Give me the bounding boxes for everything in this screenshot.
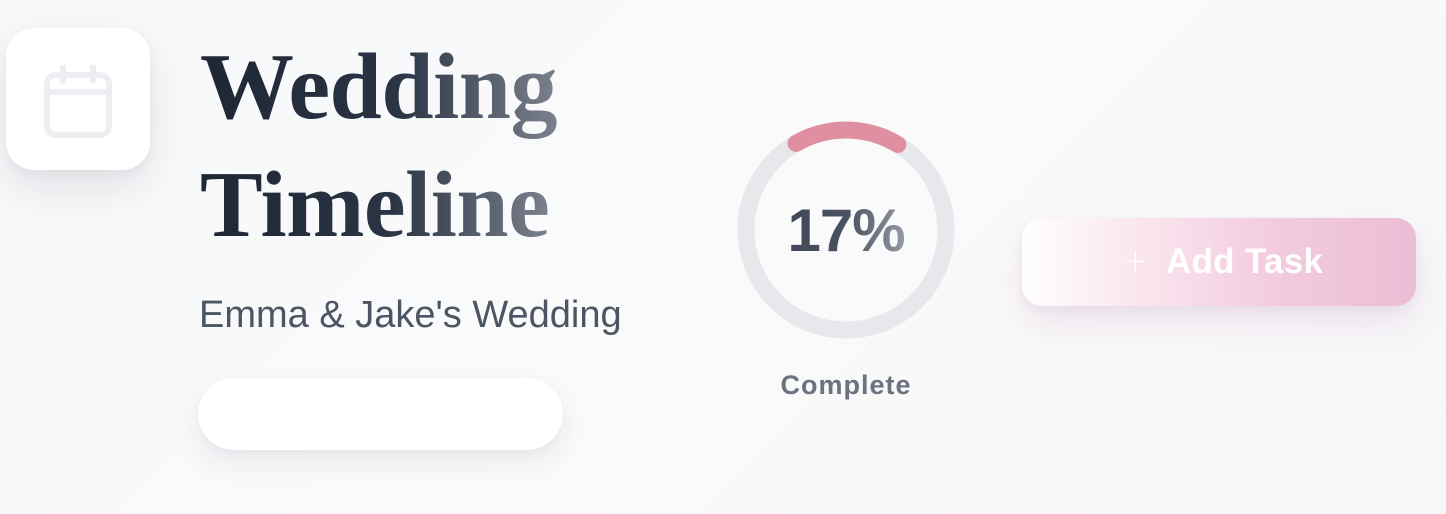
progress-percent: 17% [736, 120, 956, 340]
page-title-line-2: Timeline [200, 146, 550, 264]
plus-icon: + [1122, 244, 1148, 279]
progress-caption: Complete [780, 370, 912, 400]
page-title-line-1: Wedding [200, 28, 558, 146]
progress-ring-graphic [737, 121, 955, 339]
progress-ring: 17% [736, 120, 956, 340]
progress-ring-arc [737, 121, 955, 339]
date-pill[interactable] [198, 378, 563, 450]
wedding-subtitle: Emma & Jake's Wedding [199, 294, 622, 336]
calendar-icon [44, 65, 112, 138]
page-title: Wedding Timeline [200, 28, 558, 264]
add-task-button[interactable]: + Add Task [1022, 218, 1416, 306]
app-icon-tile [6, 28, 150, 170]
add-task-label: Add Task [1165, 242, 1324, 281]
